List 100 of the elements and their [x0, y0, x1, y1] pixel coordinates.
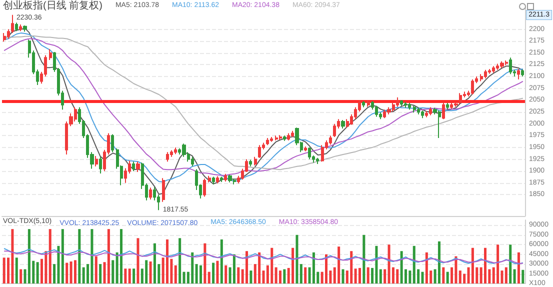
candlestick	[471, 78, 474, 96]
candlestick	[362, 100, 365, 108]
bar	[350, 251, 353, 284]
bar	[425, 252, 428, 284]
candlestick	[387, 106, 391, 115]
bar	[283, 269, 286, 284]
bar	[358, 268, 361, 284]
bar	[517, 252, 520, 284]
candlestick	[283, 135, 286, 142]
candlestick	[367, 100, 370, 108]
bar	[212, 262, 215, 284]
bar	[132, 268, 136, 284]
candlestick	[224, 173, 227, 182]
bar	[446, 272, 449, 284]
bar	[421, 272, 424, 284]
bar	[496, 244, 500, 284]
bar	[504, 267, 508, 284]
candlestick	[287, 132, 290, 141]
candlestick	[417, 107, 420, 115]
bar	[366, 267, 370, 284]
bar	[400, 251, 403, 284]
candlestick	[132, 161, 135, 172]
candlestick	[341, 120, 345, 130]
bar	[70, 261, 72, 284]
bar	[78, 229, 81, 284]
bar	[66, 262, 68, 284]
bar	[458, 270, 462, 284]
bar	[61, 229, 64, 284]
bar	[90, 229, 94, 284]
bar	[99, 264, 102, 284]
bar	[204, 243, 206, 284]
bar	[48, 229, 52, 284]
candlestick	[191, 156, 194, 167]
bar	[274, 267, 278, 284]
bar	[149, 261, 152, 284]
bar	[74, 260, 76, 284]
candlestick	[162, 178, 165, 202]
candlestick	[15, 22, 18, 32]
candlestick	[484, 69, 487, 79]
bar	[379, 269, 382, 284]
candlestick	[413, 105, 416, 113]
bar	[354, 268, 357, 284]
candlestick	[404, 102, 407, 108]
bar	[57, 246, 60, 284]
candlestick	[329, 135, 332, 146]
candlestick	[174, 146, 177, 155]
bar	[300, 264, 302, 284]
bar	[522, 270, 524, 284]
bar	[166, 239, 169, 284]
bar	[325, 254, 328, 284]
bar	[124, 268, 127, 284]
bar	[237, 267, 240, 284]
candlestick	[396, 96, 399, 108]
candlestick	[19, 24, 22, 32]
candlestick	[99, 156, 102, 174]
candlestick	[249, 159, 252, 167]
bar	[375, 246, 378, 284]
bar	[396, 269, 399, 284]
bar	[471, 248, 474, 284]
candlestick	[270, 136, 273, 142]
bar	[28, 229, 30, 284]
bar	[94, 256, 98, 284]
bar	[136, 238, 140, 284]
bar	[270, 248, 274, 284]
bar	[408, 270, 412, 284]
bar	[82, 267, 85, 284]
bar	[513, 269, 516, 284]
bar	[250, 270, 252, 284]
candlestick	[446, 102, 449, 110]
candlestick	[170, 150, 173, 158]
bar	[304, 267, 307, 284]
bar	[384, 269, 386, 284]
candlestick	[258, 144, 261, 158]
candlestick	[521, 68, 524, 78]
candlestick	[408, 102, 411, 110]
bar	[20, 269, 22, 284]
bar	[278, 270, 282, 284]
bar	[195, 264, 198, 284]
bar	[199, 265, 202, 284]
candlestick	[421, 110, 424, 119]
candlestick	[228, 174, 232, 183]
bar	[15, 258, 18, 284]
bar	[128, 268, 131, 284]
candlestick	[442, 102, 445, 120]
candlestick	[375, 105, 378, 118]
bar	[362, 234, 366, 284]
bar	[11, 229, 14, 284]
candlestick	[509, 57, 512, 75]
candlestick	[3, 32, 6, 42]
bar	[174, 265, 177, 284]
candlestick	[346, 118, 349, 128]
bar	[112, 260, 114, 284]
candlestick	[425, 110, 428, 118]
bar	[258, 252, 261, 284]
candlestick	[266, 138, 269, 146]
bar	[44, 251, 48, 284]
candlestick	[23, 24, 27, 32]
bar	[484, 248, 487, 284]
bar	[208, 272, 210, 284]
candlestick	[208, 175, 211, 183]
